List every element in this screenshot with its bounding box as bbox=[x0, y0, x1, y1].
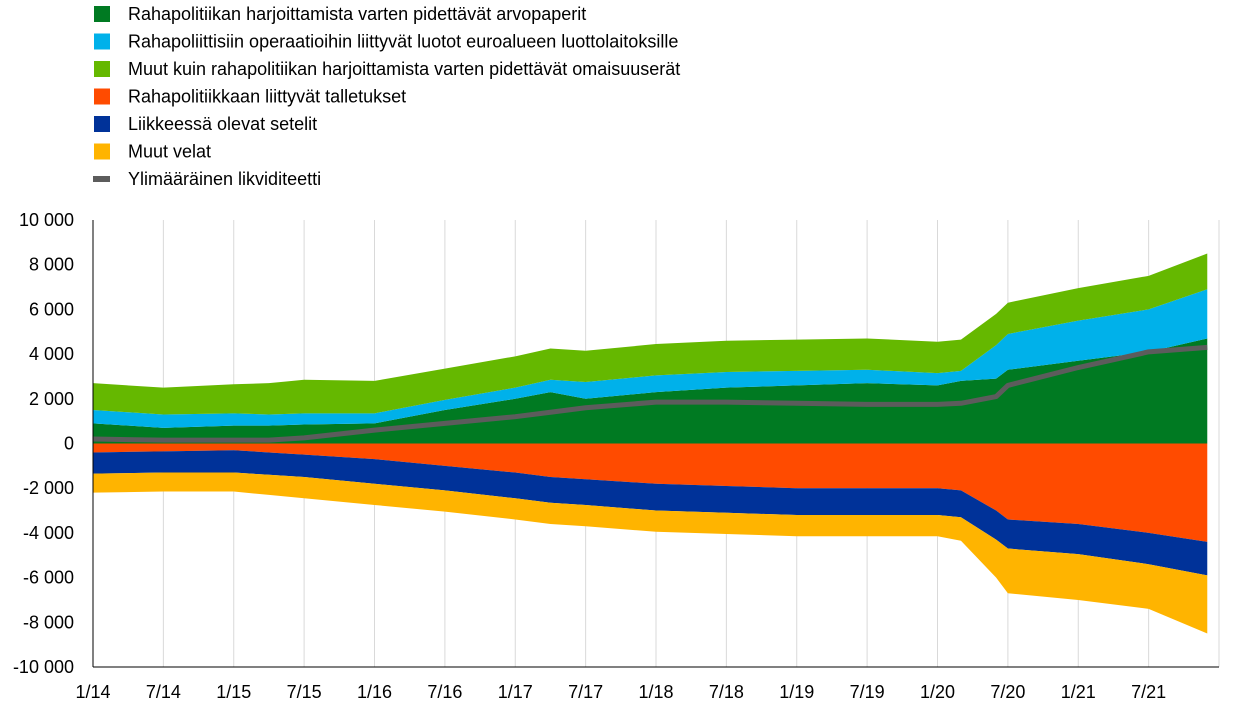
x-tick-label: 1/17 bbox=[498, 682, 533, 702]
legend-swatch bbox=[94, 33, 110, 50]
legend-label: Muut velat bbox=[128, 142, 211, 162]
legend-swatch bbox=[94, 6, 110, 22]
legend-swatch bbox=[94, 143, 110, 160]
excess-liquidity-line bbox=[92, 344, 1208, 443]
y-tick-label: 6 000 bbox=[29, 299, 74, 319]
y-tick-label: 10 000 bbox=[19, 210, 74, 230]
x-axis: 1/14 7/14 1/15 7/15 1/16 7/16 1/17 7/17 1/18 7/18… bbox=[75, 666, 1219, 702]
x-tick-label: 1/15 bbox=[216, 682, 251, 702]
y-tick-label: -4 000 bbox=[23, 523, 74, 543]
x-tick-label: 7/17 bbox=[568, 682, 603, 702]
y-tick-label: 4 000 bbox=[29, 344, 74, 364]
x-tick-label: 1/19 bbox=[779, 682, 814, 702]
line-series bbox=[92, 344, 1208, 443]
x-tick-label: 7/20 bbox=[990, 682, 1025, 702]
y-tick-label: 0 bbox=[64, 434, 74, 454]
area-negative bbox=[93, 443, 1208, 542]
legend-label: Ylimääräinen likviditeetti bbox=[128, 169, 321, 189]
legend-swatch bbox=[94, 61, 110, 77]
area-negative bbox=[93, 472, 1208, 634]
y-tick-label: -6 000 bbox=[23, 568, 74, 588]
x-tick-label: 7/16 bbox=[427, 682, 462, 702]
x-tick-label: 1/16 bbox=[357, 682, 392, 702]
legend-swatch bbox=[94, 116, 110, 132]
legend: Rahapolitiikan harjoittamista varten pid… bbox=[93, 4, 680, 189]
legend-label: Rahapolitiikan harjoittamista varten pid… bbox=[128, 4, 586, 24]
y-tick-label: 8 000 bbox=[29, 255, 74, 275]
area-positive bbox=[93, 253, 1208, 415]
y-tick-label: -10 000 bbox=[13, 657, 74, 677]
y-tick-label: -8 000 bbox=[23, 612, 74, 632]
x-tick-label: 7/14 bbox=[146, 682, 181, 702]
legend-label: Muut kuin rahapolitiikan harjoittamista … bbox=[128, 59, 680, 79]
x-tick-label: 1/18 bbox=[638, 682, 673, 702]
x-tick-label: 7/19 bbox=[850, 682, 885, 702]
area-positive bbox=[93, 289, 1208, 428]
x-tick-label: 7/15 bbox=[287, 682, 322, 702]
legend-label: Rahapoliittisiin operaatioihin liittyvät… bbox=[128, 32, 678, 52]
y-axis: 10 000 8 000 6 000 4 000 2 000 0 -2 000 -4 000 -… bbox=[13, 210, 94, 677]
legend-label: Liikkeessä olevat setelit bbox=[128, 114, 317, 134]
x-tick-label: 7/21 bbox=[1131, 682, 1166, 702]
x-tick-label: 1/20 bbox=[920, 682, 955, 702]
area-positive bbox=[93, 338, 1208, 444]
x-tick-label: 1/14 bbox=[75, 682, 110, 702]
y-tick-label: 2 000 bbox=[29, 389, 74, 409]
x-tick-label: 7/18 bbox=[709, 682, 744, 702]
area-series bbox=[93, 253, 1208, 634]
legend-swatch bbox=[94, 88, 110, 105]
y-tick-label: -2 000 bbox=[23, 478, 74, 498]
legend-label: Rahapolitiikkaan liittyvät talletukset bbox=[128, 87, 406, 107]
legend-line-swatch bbox=[93, 176, 110, 182]
x-tick-label: 1/21 bbox=[1061, 682, 1096, 702]
area-negative bbox=[93, 450, 1208, 576]
